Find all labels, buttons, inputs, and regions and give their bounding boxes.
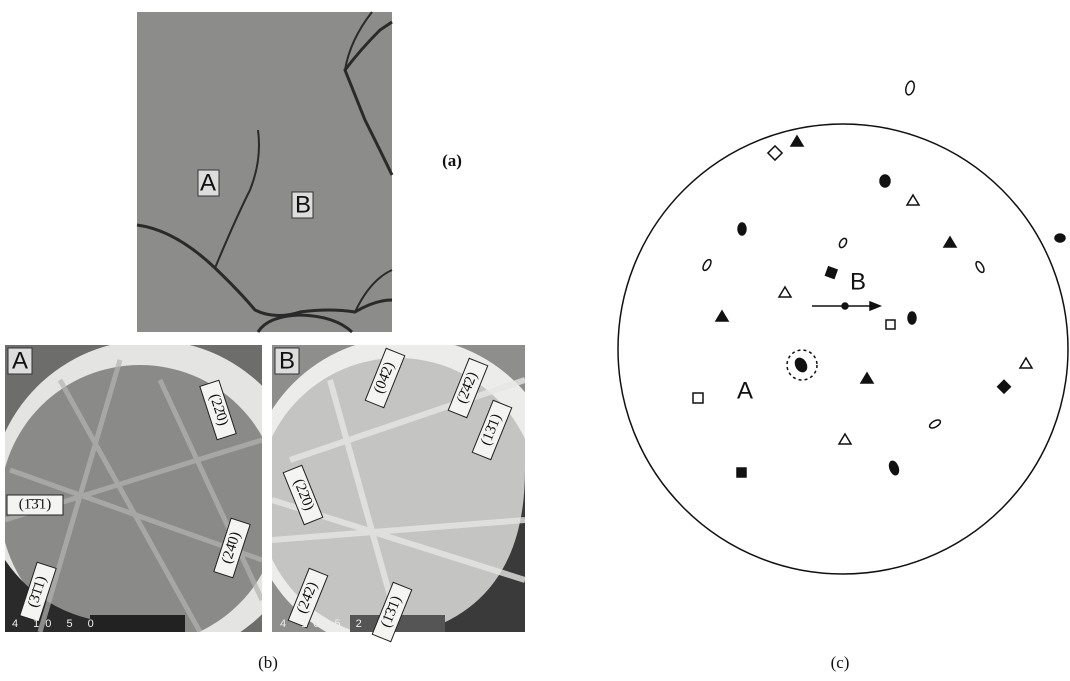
shape (618, 124, 1068, 574)
point-label: B (850, 268, 866, 295)
shape (90, 615, 185, 632)
pattern-label: A (12, 347, 28, 374)
shape (904, 80, 915, 96)
shape (779, 287, 791, 297)
shape (870, 302, 880, 310)
shape (888, 460, 900, 476)
shape (793, 356, 809, 373)
stereogram (618, 80, 1068, 574)
shape (1055, 234, 1065, 242)
shape (737, 468, 746, 477)
shape (907, 195, 919, 205)
micrograph-a: A B (137, 12, 392, 332)
scale-text: 4 10 5 0 (12, 618, 100, 630)
point-label: A (737, 377, 753, 404)
pattern-label: B (279, 347, 295, 374)
shape (998, 380, 1011, 393)
index-text: (1̄3̄1) (19, 496, 52, 512)
panel-label: (a) (442, 151, 462, 170)
shape (738, 223, 746, 235)
shape (1020, 358, 1032, 368)
figure: A B (a) A (22̄0) (1̄3̄1) (3̄1̄1) (24̄0) … (0, 0, 1070, 681)
shape (928, 418, 941, 429)
shape (974, 260, 985, 273)
shape (701, 258, 712, 271)
scale-text: 4 10 5 2 (280, 618, 368, 630)
panel-label: (b) (258, 653, 278, 672)
index-label: (1̄3̄1) (7, 495, 63, 515)
shape (908, 312, 916, 324)
shape (842, 303, 848, 309)
shape (861, 373, 873, 383)
shape (944, 237, 956, 247)
shape (838, 237, 848, 249)
shape (791, 136, 803, 146)
shape (826, 267, 838, 279)
shape (768, 146, 782, 160)
shape (886, 320, 895, 329)
shape (716, 311, 728, 321)
shape (880, 175, 890, 187)
shape (693, 393, 703, 403)
region-label: B (295, 191, 311, 218)
shape (839, 434, 851, 444)
panel-label: (c) (831, 653, 850, 672)
region-label: A (200, 169, 216, 196)
